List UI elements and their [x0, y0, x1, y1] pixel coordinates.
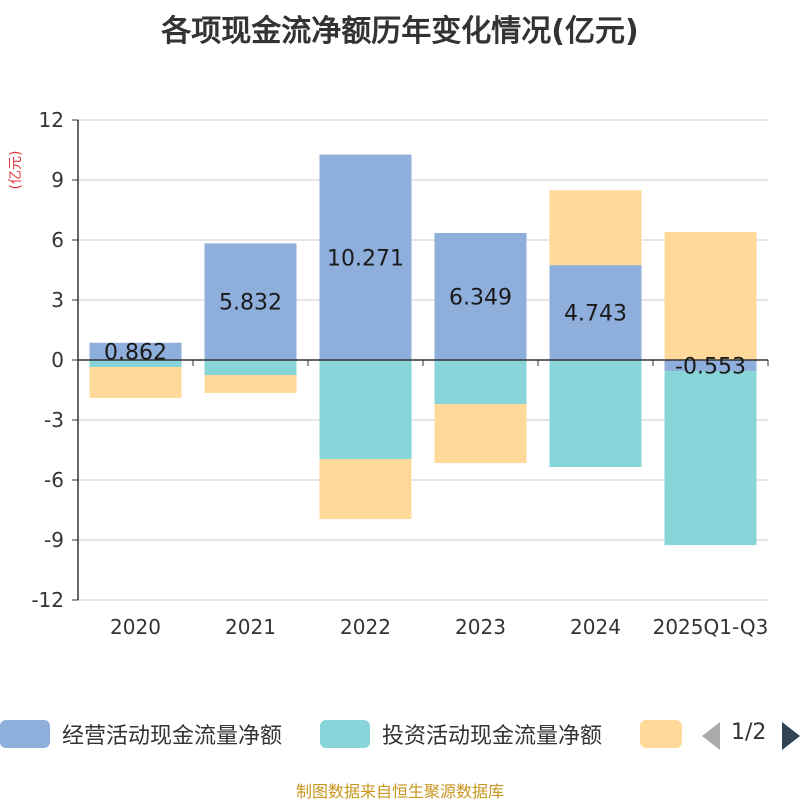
- x-tick-label: 2023: [455, 615, 506, 639]
- x-tick-label: 2024: [570, 615, 621, 639]
- legend-next-page-icon[interactable]: [782, 722, 800, 750]
- bar-series2-2023[interactable]: [434, 404, 527, 463]
- y-tick-label: 12: [39, 108, 64, 132]
- legend-prev-page-icon[interactable]: [702, 722, 720, 750]
- chart-title: 各项现金流净额历年变化情况(亿元): [161, 14, 639, 49]
- legend-label-investing: 投资活动现金流量净额: [382, 724, 603, 749]
- bar-series1-2020[interactable]: [89, 360, 182, 367]
- bar-series0-2024[interactable]: [549, 265, 642, 360]
- bar-series2-2024[interactable]: [549, 190, 642, 266]
- legend-item-investing[interactable]: 投资活动现金流量净额: [320, 716, 602, 752]
- bar-series2-2020[interactable]: [89, 367, 182, 398]
- bar-series1-2021[interactable]: [204, 360, 297, 375]
- legend-swatch-investing: [320, 720, 370, 748]
- legend-page-indicator: 1/2: [731, 720, 767, 745]
- legend: 经营活动现金流量净额 投资活动现金流量净额 1/2: [0, 716, 800, 756]
- bar-series1-2024[interactable]: [549, 360, 642, 467]
- x-tick-label: 2025Q1-Q3: [653, 615, 769, 639]
- bar-series2-2022[interactable]: [319, 459, 412, 519]
- data-label-2021: 5.832: [219, 291, 282, 316]
- bar-series1-2023[interactable]: [434, 360, 527, 404]
- x-tick-label: 2022: [340, 615, 391, 639]
- y-tick-label: 6: [51, 228, 64, 252]
- bar-series0-2020[interactable]: [89, 342, 182, 360]
- y-tick-label: 3: [51, 288, 64, 312]
- legend-swatch-financing: [640, 720, 682, 748]
- y-tick-label: 0: [51, 348, 64, 372]
- legend-item-operating[interactable]: 经营活动现金流量净额: [0, 716, 282, 752]
- bar-series1-2025Q1-Q3[interactable]: [664, 371, 757, 546]
- bar-series0-2023[interactable]: [434, 233, 527, 360]
- data-label-2022: 10.271: [327, 246, 404, 271]
- x-tick-label: 2020: [110, 615, 161, 639]
- y-tick-label: -9: [44, 528, 64, 552]
- source-note: 制图数据来自恒生聚源数据库: [295, 782, 504, 801]
- bar-series1-2022[interactable]: [319, 360, 412, 459]
- legend-label-operating: 经营活动现金流量净额: [62, 724, 283, 749]
- bar-series2-2021[interactable]: [204, 375, 297, 393]
- data-label-2023: 6.349: [449, 286, 512, 311]
- bar-series0-2021[interactable]: [204, 243, 297, 360]
- legend-item-financing[interactable]: [640, 716, 682, 752]
- y-tick-label: 9: [51, 168, 64, 192]
- y-axis-unit-label: (亿元): [8, 151, 24, 190]
- y-tick-label: -6: [44, 468, 64, 492]
- bar-series2-2025Q1-Q3[interactable]: [664, 232, 757, 360]
- y-tick-label: -12: [31, 588, 64, 612]
- y-tick-label: -3: [44, 408, 64, 432]
- bar-series0-2025Q1-Q3[interactable]: [664, 360, 757, 372]
- bar-series0-2022[interactable]: [319, 154, 412, 360]
- data-label-2025Q1-Q3: -0.553: [675, 355, 746, 380]
- data-label-2020: 0.862: [104, 340, 167, 365]
- legend-swatch-operating: [0, 720, 50, 748]
- data-label-2024: 4.743: [564, 302, 627, 327]
- x-tick-label: 2021: [225, 615, 276, 639]
